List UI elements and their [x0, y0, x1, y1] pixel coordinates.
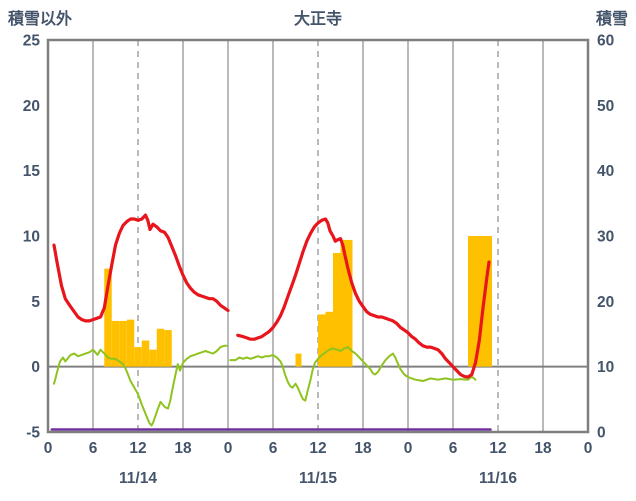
plot-border	[46, 38, 590, 434]
x-axis-hour-label: 18	[534, 440, 552, 457]
precipitation-bar	[333, 252, 341, 367]
precipitation-bar	[111, 320, 120, 367]
precipitation-bar	[134, 347, 142, 367]
chart-title: 大正寺	[293, 11, 342, 28]
x-axis-hour-label: 12	[489, 440, 506, 457]
x-axis-hour-label: 6	[449, 440, 458, 457]
x-axis-hour-label: 12	[309, 440, 326, 457]
x-axis-hour-label: 6	[89, 440, 98, 457]
green-line-segment	[229, 346, 477, 402]
left-axis-tick-label: 15	[23, 163, 41, 180]
left-axis-tick-label: -5	[26, 425, 40, 442]
x-axis-date-label: 11/14	[119, 470, 157, 487]
right-axis-tick-label: 0	[597, 425, 606, 442]
left-axis-tick-label: 0	[31, 359, 40, 376]
precipitation-bar	[318, 314, 326, 367]
temperature-line-segment	[236, 217, 491, 379]
left-axis-tick-label: 20	[23, 98, 40, 115]
x-axis-hour-label: 6	[269, 440, 278, 457]
left-axis-tick-label: 25	[23, 33, 41, 50]
precipitation-bar	[164, 330, 172, 367]
x-axis-hour-label: 18	[174, 440, 192, 457]
precipitation-bar	[295, 353, 302, 367]
left-axis-tick-label: 5	[31, 294, 40, 311]
green-line	[53, 344, 477, 427]
x-axis-hour-label: 0	[224, 440, 233, 457]
right-axis-tick-label: 60	[597, 33, 614, 50]
right-axis-tick-label: 30	[597, 229, 614, 246]
precipitation-bar	[468, 236, 492, 367]
x-axis-hour-label: 18	[354, 440, 372, 457]
precipitation-bar	[325, 311, 333, 367]
precipitation-bar	[141, 340, 150, 367]
right-axis-tick-label: 40	[597, 163, 614, 180]
x-axis-date-label: 11/16	[479, 470, 517, 487]
left-axis-tick-label: 10	[23, 229, 40, 246]
x-axis-hour-label: 12	[129, 440, 146, 457]
x-axis-hour-label: 0	[44, 440, 53, 457]
right-axis-tick-label: 10	[597, 359, 614, 376]
x-axis-date-label: 11/15	[299, 470, 337, 487]
precipitation-bar	[104, 268, 112, 367]
right-axis-tick-label: 50	[597, 98, 614, 115]
precipitation-bar	[156, 328, 165, 367]
x-axis-hour-label: 0	[404, 440, 413, 457]
right-axis-title: 積雪	[595, 11, 628, 28]
precipitation-bar	[149, 349, 157, 367]
right-axis-tick-label: 20	[597, 294, 614, 311]
temperature-line-segment	[52, 213, 230, 323]
green-line-segment	[53, 344, 228, 427]
precipitation-bar	[126, 319, 135, 367]
x-axis-hour-label: 0	[584, 440, 593, 457]
temperature-line	[52, 213, 491, 379]
left-axis-title: 積雪以外	[8, 11, 73, 28]
precipitation-bar	[119, 320, 127, 367]
